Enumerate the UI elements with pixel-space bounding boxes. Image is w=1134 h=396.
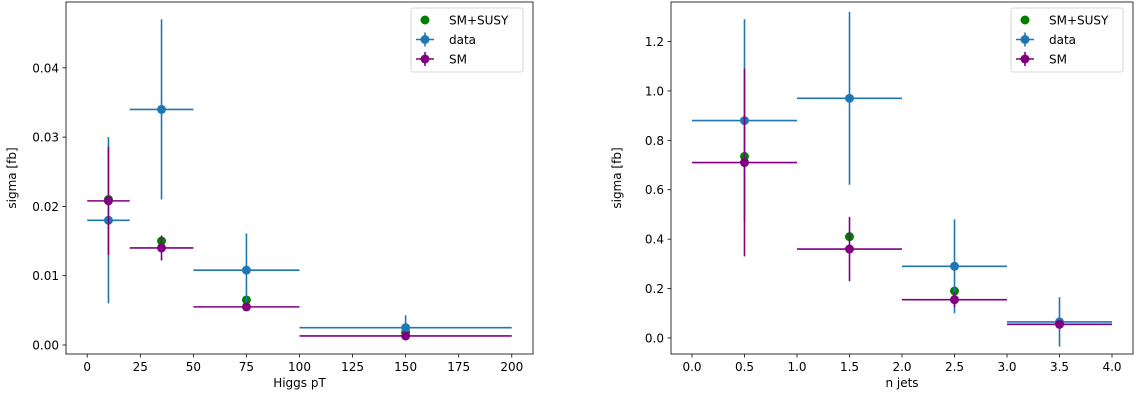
- legend-marker: [1020, 15, 1030, 25]
- legend: SM+SUSY data SM: [410, 7, 524, 73]
- x-tick-label: 150: [394, 360, 417, 374]
- data-point: [241, 265, 251, 275]
- x-tick-label: 50: [186, 360, 201, 374]
- legend-label: SM: [449, 53, 467, 67]
- legend-marker: [420, 35, 430, 44]
- x-tick-label: 3.0: [997, 360, 1016, 374]
- x-tick-label: 2.5: [945, 360, 964, 374]
- legend-label: SM+SUSY: [449, 14, 509, 28]
- x-tick-label: 75: [239, 360, 254, 374]
- x-tick-label: 1.5: [840, 360, 859, 374]
- legend-entry: SM: [416, 52, 467, 67]
- y-tick-label: 0.04: [32, 61, 59, 75]
- legend-marker: [1020, 54, 1030, 64]
- legend-label: data: [449, 33, 476, 47]
- x-axis-label: n jets: [885, 376, 918, 390]
- legend-marker: [420, 15, 430, 25]
- data-point: [401, 323, 411, 333]
- legend-marker: [420, 54, 430, 64]
- y-tick-label: 0.4: [645, 233, 664, 247]
- x-axis-label: Higgs pT: [273, 376, 326, 390]
- x-tick-label: 25: [133, 360, 148, 374]
- series-sm-susy: [740, 151, 1064, 328]
- y-tick-label: 0.8: [645, 134, 664, 148]
- y-tick-label: 0.00: [32, 338, 59, 352]
- y-tick-label: 0.0: [645, 331, 664, 345]
- legend-label: SM: [1049, 53, 1067, 67]
- legend-marker: [1020, 35, 1030, 44]
- data-point: [241, 302, 251, 312]
- legend-label: SM+SUSY: [1049, 14, 1109, 28]
- legend-entry: data: [1016, 32, 1076, 47]
- chart-higgs-pt: 0 25 50 75 100 125 150 175 200 0.00 0.01 0.02 0.03 0.…: [5, 1, 534, 390]
- data-point: [157, 104, 167, 114]
- y-tick-label: 0.6: [645, 183, 664, 197]
- legend-entry: SM: [1016, 52, 1067, 67]
- y-axis-label: sigma [fb]: [610, 147, 624, 208]
- data-point: [103, 196, 113, 206]
- series-sm: [692, 68, 1112, 329]
- data-point: [845, 244, 854, 254]
- y-tick-label: 0.02: [32, 200, 59, 214]
- y-tick-label: 0.2: [645, 282, 664, 296]
- legend-box: [1010, 7, 1124, 73]
- data-point: [950, 295, 959, 305]
- x-tick-label: 0.0: [682, 360, 701, 374]
- x-tick-label: 4.0: [1102, 360, 1121, 374]
- x-tick-label: 2.0: [892, 360, 911, 374]
- x-tick-label: 3.5: [1050, 360, 1069, 374]
- data-point: [157, 243, 167, 253]
- series-sm: [87, 146, 512, 341]
- y-tick-label: 1.2: [645, 35, 664, 49]
- x-tick-label: 0.5: [735, 360, 754, 374]
- legend-entry: SM+SUSY: [420, 14, 509, 28]
- x-tick-label: 125: [341, 360, 364, 374]
- data-point: [950, 261, 959, 271]
- x-tick-label: 100: [288, 360, 311, 374]
- legend-entry: SM+SUSY: [1020, 14, 1109, 28]
- legend-entry: data: [416, 32, 476, 47]
- legend-label: data: [1049, 33, 1076, 47]
- data-point: [1055, 319, 1064, 329]
- y-tick-label: 0.03: [32, 131, 59, 145]
- series-sm-susy: [103, 194, 411, 338]
- legend-box: [410, 7, 524, 73]
- x-tick-label: 175: [447, 360, 470, 374]
- data-point: [740, 158, 749, 168]
- data-point: [401, 331, 411, 341]
- y-tick-label: 0.01: [32, 269, 59, 283]
- x-tick-label: 0: [83, 360, 91, 374]
- x-tick-label: 1.0: [787, 360, 806, 374]
- chart-n-jets: 0.0 0.5 1.0 1.5 2.0 2.5 3.0 3.5 4.0 0.0 0.2 0.4 0.6 0…: [610, 1, 1134, 390]
- legend: SM+SUSY data SM: [1010, 7, 1124, 73]
- x-tick-label: 200: [500, 360, 523, 374]
- y-tick-label: 1.0: [645, 84, 664, 98]
- series-data: [87, 19, 512, 341]
- data-point: [845, 93, 854, 103]
- y-axis-label: sigma [fb]: [5, 147, 19, 208]
